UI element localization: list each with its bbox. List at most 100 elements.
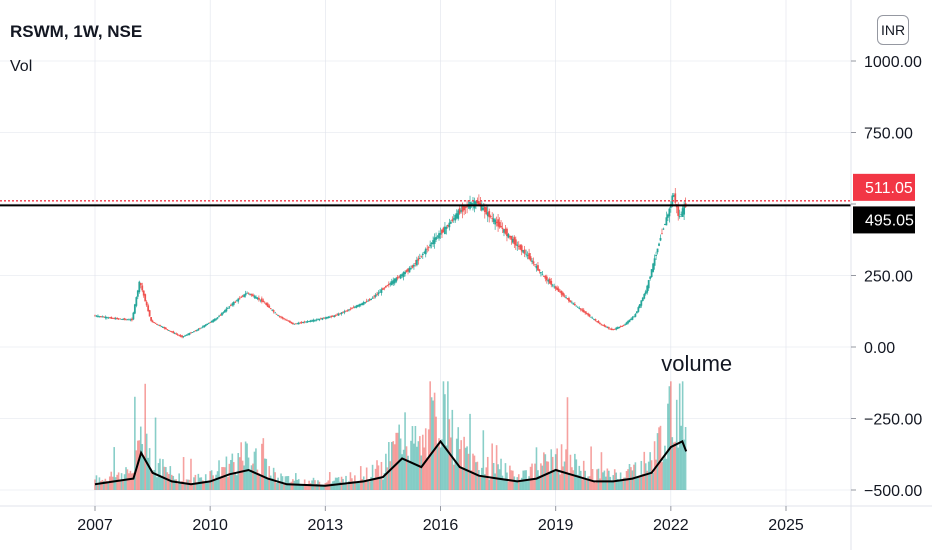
volume-bar: [228, 463, 231, 490]
volume-bar: [610, 480, 613, 490]
candle-body: [470, 202, 473, 206]
volume-bar: [170, 474, 173, 490]
volume-bar: [240, 442, 242, 490]
volume-ma-line: [94, 439, 688, 487]
candle-body: [353, 306, 356, 308]
candle-body: [596, 321, 598, 323]
volume-bar: [557, 471, 560, 490]
volume-bar: [182, 457, 185, 490]
volume-bar: [173, 479, 176, 490]
candle-body: [576, 306, 579, 308]
candle-body: [212, 319, 215, 322]
candle-body: [551, 284, 554, 286]
candle-body: [188, 333, 191, 335]
volume-bar: [263, 458, 266, 490]
candle-body: [506, 228, 508, 236]
candle-body: [677, 206, 680, 216]
volume-indicator-label[interactable]: Vol: [10, 58, 33, 75]
candle-body: [516, 244, 519, 246]
candle-body: [117, 318, 120, 320]
candle-body: [417, 258, 420, 261]
candle-body: [498, 221, 501, 228]
candle-body: [523, 249, 526, 254]
volume-bar: [494, 473, 496, 490]
volume-bar: [581, 479, 584, 490]
volume-bar: [526, 480, 529, 490]
price-badge: [853, 206, 915, 234]
volume-bar: [283, 482, 285, 490]
candle-body: [634, 313, 637, 317]
volume-bar: [584, 470, 586, 490]
candle-body: [477, 201, 480, 205]
volume-bar: [579, 470, 582, 490]
volume-bar: [637, 477, 640, 490]
candle-body: [293, 323, 296, 325]
volume-bar: [572, 470, 575, 490]
volume-bar: [157, 463, 160, 490]
candle-body: [386, 285, 389, 287]
volume-bar: [172, 475, 175, 490]
volume-bar: [235, 475, 238, 490]
candle-body: [569, 300, 572, 303]
volume-bar: [255, 448, 257, 490]
volume-bar: [461, 467, 464, 490]
volume-bar: [658, 427, 660, 490]
candle-body: [455, 213, 458, 219]
candle-body: [678, 216, 681, 217]
volume-bar: [197, 473, 200, 490]
candle-body: [351, 308, 353, 310]
candle-body: [458, 208, 461, 214]
volume-bar: [504, 463, 507, 490]
candle-body: [401, 274, 404, 277]
candle-body: [197, 328, 200, 331]
candle-body: [438, 233, 440, 239]
volume-bar: [414, 425, 417, 490]
volume-bar: [139, 426, 142, 490]
candle-body: [544, 275, 547, 279]
candle-body: [191, 332, 194, 333]
volume-bar: [436, 443, 439, 490]
volume-bar: [252, 463, 254, 490]
volume-bar: [114, 477, 117, 490]
candle-body: [231, 303, 234, 306]
volume-bar: [346, 484, 349, 490]
candle-body: [655, 255, 657, 256]
volume-bar: [103, 480, 105, 490]
volume-bar: [641, 473, 644, 490]
candle-body: [224, 310, 226, 313]
volume-bar: [519, 482, 522, 490]
candle-body: [243, 294, 246, 297]
candle-body: [664, 224, 666, 225]
candle-body: [169, 330, 172, 332]
currency-button[interactable]: INR: [877, 15, 909, 45]
candle-body: [662, 228, 665, 230]
volume-bar: [142, 457, 145, 490]
candle-body: [209, 322, 212, 324]
volume-bar: [424, 428, 427, 490]
volume-bar: [249, 470, 251, 490]
candle-body: [150, 317, 153, 321]
candle-body: [278, 315, 281, 317]
candle-body: [681, 208, 684, 217]
x-tick-label: 2013: [308, 517, 344, 534]
volume-bar: [364, 480, 366, 490]
candle-body: [439, 232, 442, 235]
volume-bar: [430, 397, 433, 490]
candle-body: [362, 302, 365, 305]
volume-bar: [503, 480, 505, 490]
symbol-title[interactable]: RSWM, 1W, NSE: [10, 22, 143, 41]
volume-bar: [547, 461, 550, 490]
volume-bar: [156, 477, 158, 490]
candle-body: [349, 308, 352, 310]
volume-bar: [588, 476, 591, 490]
x-tick-label: 2007: [77, 517, 113, 534]
candle-body: [390, 281, 393, 286]
candle-body: [294, 323, 297, 325]
candle-body: [379, 291, 381, 293]
volume-bar: [278, 481, 281, 490]
volume-bar: [600, 452, 603, 490]
candle-body: [572, 303, 575, 305]
candle-body: [395, 277, 398, 282]
